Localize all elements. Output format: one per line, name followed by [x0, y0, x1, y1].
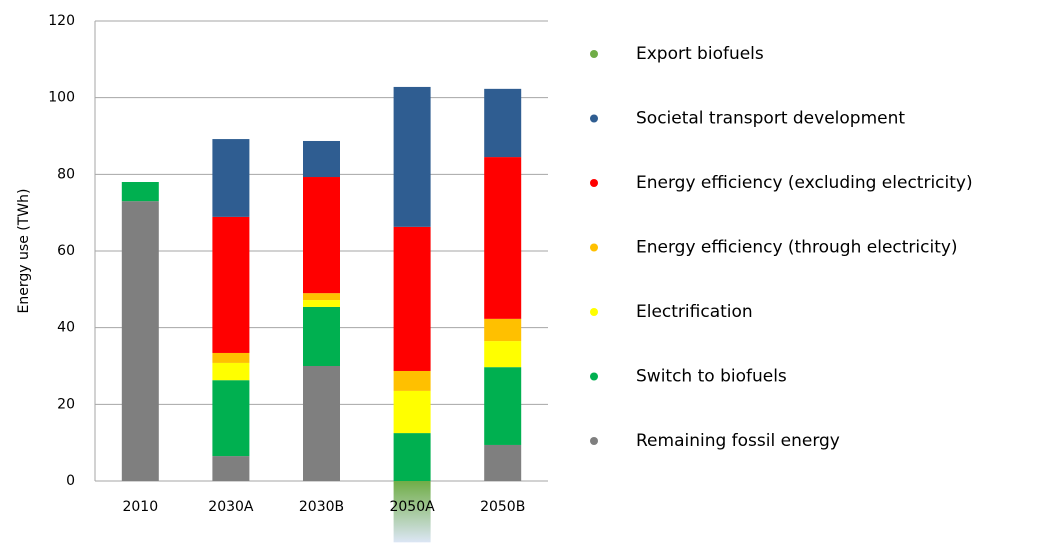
y-tick-label: 60: [57, 243, 75, 259]
bar-segment: [303, 366, 340, 481]
bar-segment: [484, 88, 522, 158]
legend-marker: [590, 50, 598, 58]
legend-label: Electrification: [636, 302, 753, 322]
bar-segment: [393, 433, 431, 481]
bar-segment: [212, 380, 250, 457]
bar-segment: [303, 300, 340, 307]
bar-segment: [484, 341, 522, 368]
bar-segment: [303, 177, 340, 294]
legend-marker: [590, 179, 598, 187]
legend-label: Switch to biofuels: [636, 367, 787, 387]
x-tick-label: 2030A: [208, 499, 254, 515]
x-tick-label: 2050B: [480, 499, 525, 515]
bar-segment: [393, 481, 431, 543]
bar-segment: [303, 293, 340, 301]
bar-segment: [121, 201, 159, 481]
bar-segment: [393, 226, 431, 371]
legend-marker: [590, 243, 598, 252]
y-tick-label: 80: [57, 166, 75, 182]
bar-segment: [212, 139, 250, 217]
bar-segment: [303, 306, 340, 366]
y-tick-label: 120: [48, 13, 75, 29]
bar-segment: [484, 367, 522, 445]
bar-segment: [393, 370, 431, 391]
bar-segment: [393, 86, 431, 227]
legend-label: Remaining fossil energy: [636, 431, 840, 451]
legend-label: Societal transport development: [636, 109, 905, 129]
bar-segment: [484, 157, 522, 319]
y-tick-label: 0: [66, 473, 75, 489]
x-tick-label: 2010: [122, 499, 158, 515]
legend-marker: [590, 437, 598, 445]
bar-segment: [212, 352, 250, 363]
legend-label: Energy efficiency (through electricity): [636, 238, 958, 258]
bar-segment: [303, 140, 340, 178]
legend-marker: [590, 114, 598, 123]
x-tick-label: 2030B: [299, 499, 344, 515]
y-tick-label: 100: [48, 90, 75, 106]
legend-marker: [590, 372, 598, 381]
bar-segment: [212, 362, 250, 381]
legend-label: Energy efficiency (excluding electricity…: [636, 173, 973, 193]
y-tick-label: 40: [57, 320, 75, 336]
legend-label: Export biofuels: [636, 44, 764, 64]
x-tick-label: 2050A: [389, 499, 435, 515]
y-axis-label: Energy use (TWh): [16, 189, 32, 314]
bar-segment: [212, 216, 250, 353]
bar-segment: [484, 318, 522, 342]
bar-segment: [212, 456, 250, 481]
y-tick-label: 20: [57, 396, 75, 412]
bar-segment: [121, 182, 159, 202]
bar-segment: [393, 390, 431, 434]
bar-segment: [484, 444, 522, 481]
legend-marker: [590, 308, 598, 316]
